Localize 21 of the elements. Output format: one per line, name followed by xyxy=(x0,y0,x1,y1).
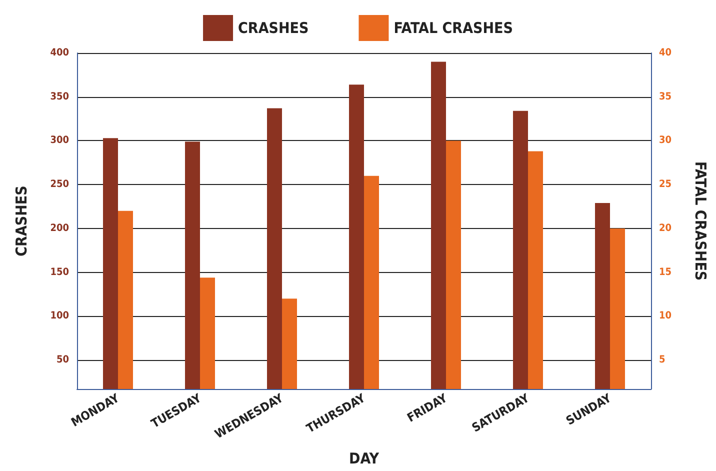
y2-tick-label: 5 xyxy=(659,354,666,366)
y-tick-label: 100 xyxy=(50,310,69,322)
x-axis-title: DAY xyxy=(349,450,380,468)
y2-axis-title: FATAL CRASHES xyxy=(692,161,710,281)
y-axis-title: CRASHES xyxy=(12,186,30,256)
y-tick-label: 200 xyxy=(50,222,69,234)
y2-tick-label: 25 xyxy=(659,179,672,190)
y-tick-label: 50 xyxy=(56,354,69,366)
y-tick-label: 400 xyxy=(50,48,69,58)
y-tick-label: 300 xyxy=(50,135,69,146)
y-tick-label: 350 xyxy=(50,91,69,102)
y2-tick-label: 40 xyxy=(659,48,672,58)
legend-label: CRASHES xyxy=(238,19,309,37)
y2-tick-label: 35 xyxy=(659,91,672,102)
y2-tick-label: 20 xyxy=(659,222,672,234)
y2-tick-label: 10 xyxy=(659,310,672,322)
y2-tick-label: 30 xyxy=(659,135,672,146)
y-tick-label: 250 xyxy=(50,179,69,190)
y2-tick-label: 15 xyxy=(659,266,672,278)
y-tick-label: 150 xyxy=(50,266,69,278)
legend-label: FATAL CRASHES xyxy=(394,19,513,37)
